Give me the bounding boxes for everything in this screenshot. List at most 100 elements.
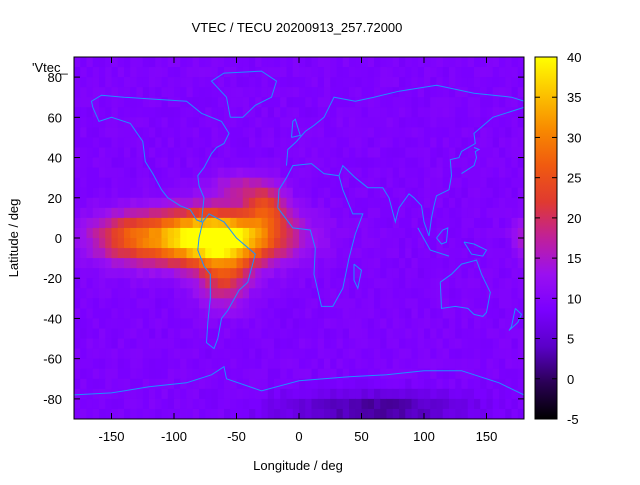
heatmap-cell xyxy=(142,207,150,219)
heatmap-cell xyxy=(367,87,375,98)
heatmap-cell xyxy=(355,187,363,199)
coastline xyxy=(277,163,364,307)
heatmap-cell xyxy=(355,217,363,229)
heatmap-cell xyxy=(255,157,263,169)
heatmap-cell xyxy=(174,77,181,88)
heatmap-cell xyxy=(130,308,138,320)
heatmap-cell xyxy=(455,378,463,390)
heatmap-cell xyxy=(130,207,138,219)
heatmap-cell xyxy=(136,217,144,229)
heatmap-cell xyxy=(367,77,375,88)
colorbar-tick-label: 20 xyxy=(567,211,581,226)
heatmap-cell xyxy=(86,197,94,209)
heatmap-cell xyxy=(349,57,356,68)
heatmap-cell xyxy=(174,177,181,189)
heatmap-cell xyxy=(349,408,356,419)
heatmap-cell xyxy=(455,258,463,269)
coastline xyxy=(439,259,491,317)
heatmap-cell xyxy=(130,258,138,269)
heatmap-cell xyxy=(399,177,406,189)
heatmap-cell xyxy=(305,298,313,309)
heatmap-cell xyxy=(261,318,269,330)
heatmap-cell xyxy=(205,388,213,400)
heatmap-cell xyxy=(330,278,338,289)
heatmap-cell xyxy=(80,328,88,340)
heatmap-cell xyxy=(492,77,500,88)
heatmap-cell xyxy=(130,57,138,68)
heatmap-cell xyxy=(305,338,313,350)
heatmap-cell xyxy=(361,157,369,169)
heatmap-cell xyxy=(461,167,469,179)
heatmap-cell xyxy=(149,338,156,350)
heatmap-cell xyxy=(167,298,175,309)
heatmap-cell xyxy=(317,248,325,259)
heatmap-cell xyxy=(180,258,188,269)
heatmap-cell xyxy=(330,87,338,98)
heatmap-cell xyxy=(211,388,219,400)
heatmap-cell xyxy=(155,157,163,169)
heatmap-cell xyxy=(449,147,456,159)
heatmap-cell xyxy=(211,278,219,289)
heatmap-cell xyxy=(192,217,200,229)
heatmap-cell xyxy=(267,318,275,330)
heatmap-cell xyxy=(267,137,275,149)
heatmap-cell xyxy=(424,238,431,249)
heatmap-cell xyxy=(261,147,269,159)
heatmap-cell xyxy=(142,187,150,199)
heatmap-cell xyxy=(199,227,206,239)
heatmap-cell xyxy=(80,378,88,390)
heatmap-cell xyxy=(186,318,194,330)
heatmap-cell xyxy=(305,358,313,370)
heatmap-cell xyxy=(242,308,250,320)
heatmap-cell xyxy=(155,107,163,118)
heatmap-cell xyxy=(92,127,100,139)
heatmap-cell xyxy=(224,167,231,179)
heatmap-cell xyxy=(336,348,344,360)
heatmap-cell xyxy=(430,117,438,128)
heatmap-cell xyxy=(367,147,375,159)
heatmap-cell xyxy=(136,278,144,289)
heatmap-cell xyxy=(286,278,294,289)
heatmap-cell xyxy=(117,57,125,68)
heatmap-cell xyxy=(99,388,106,400)
heatmap-cell xyxy=(80,408,88,419)
heatmap-cell xyxy=(86,57,94,68)
heatmap-cell xyxy=(136,368,144,380)
heatmap-cell xyxy=(255,107,263,118)
heatmap-cell xyxy=(367,107,375,118)
heatmap-cell xyxy=(217,328,225,340)
heatmap-cell xyxy=(442,348,450,360)
heatmap-cell xyxy=(255,97,263,108)
heatmap-cell xyxy=(349,137,356,149)
heatmap-cell xyxy=(299,348,306,360)
heatmap-cell xyxy=(86,288,94,299)
heatmap-cell xyxy=(161,238,169,249)
heatmap-cell xyxy=(411,207,419,219)
heatmap-cell xyxy=(286,187,294,199)
heatmap-cell xyxy=(299,378,306,390)
heatmap-cell xyxy=(455,117,463,128)
heatmap-cell xyxy=(224,318,231,330)
heatmap-cell xyxy=(480,157,488,169)
heatmap-cell xyxy=(136,157,144,169)
heatmap-cell xyxy=(111,258,119,269)
heatmap-cell xyxy=(386,318,394,330)
heatmap-cell xyxy=(199,67,206,78)
heatmap-cell xyxy=(299,77,306,88)
heatmap-cell xyxy=(505,147,513,159)
heatmap-cell xyxy=(455,177,463,189)
heatmap-cell xyxy=(342,77,350,88)
heatmap-cell xyxy=(136,308,144,320)
heatmap-cell xyxy=(205,77,213,88)
heatmap-cell xyxy=(411,318,419,330)
heatmap-cell xyxy=(136,117,144,128)
heatmap-cell xyxy=(436,338,444,350)
heatmap-cell xyxy=(236,318,244,330)
heatmap-cell xyxy=(505,97,513,108)
heatmap-cell xyxy=(124,97,131,108)
heatmap-cell xyxy=(105,408,113,419)
heatmap-cell xyxy=(117,77,125,88)
heatmap-cell xyxy=(111,338,119,350)
heatmap-cell xyxy=(336,358,344,370)
heatmap-cell xyxy=(161,318,169,330)
